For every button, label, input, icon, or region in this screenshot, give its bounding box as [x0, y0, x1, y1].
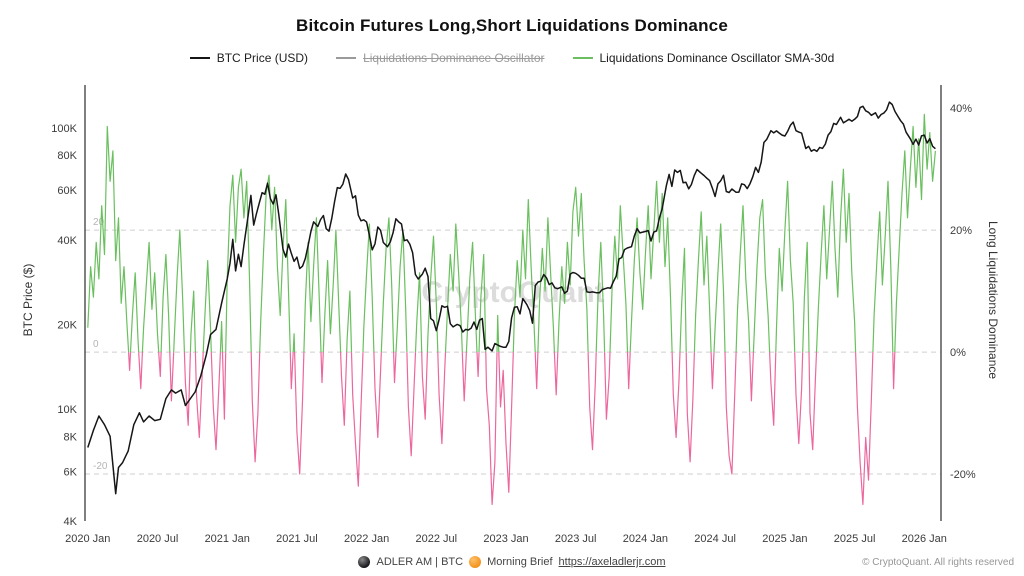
- footer-brief: Morning Brief: [487, 556, 553, 568]
- footer-link[interactable]: https://axeladlerjr.com: [558, 556, 666, 568]
- footer-brand: ADLER AM | BTC: [376, 556, 464, 568]
- svg-text:2023 Jan: 2023 Jan: [483, 533, 528, 545]
- svg-text:2020 Jul: 2020 Jul: [137, 533, 179, 545]
- legend-label-btc-price: BTC Price (USD): [216, 51, 309, 65]
- svg-text:20K: 20K: [57, 319, 77, 331]
- svg-text:40K: 40K: [57, 235, 77, 247]
- adler-logo-icon: [358, 556, 371, 568]
- svg-text:0: 0: [93, 339, 99, 350]
- svg-text:2026 Jan: 2026 Jan: [902, 533, 947, 545]
- chart-title: Bitcoin Futures Long,Short Liquidations …: [296, 16, 728, 35]
- svg-text:80K: 80K: [57, 150, 77, 162]
- legend-swatch-oscillator-icon: [336, 57, 357, 59]
- svg-text:2022 Jul: 2022 Jul: [416, 533, 458, 545]
- svg-text:10K: 10K: [57, 404, 77, 416]
- svg-text:2022 Jan: 2022 Jan: [344, 533, 389, 545]
- svg-text:2024 Jul: 2024 Jul: [694, 533, 736, 545]
- svg-text:8K: 8K: [64, 431, 78, 443]
- svg-text:100K: 100K: [51, 123, 77, 135]
- right-axis-ticks: 40% 20% 0% -20%: [950, 103, 976, 481]
- axis-lines: [84, 85, 942, 521]
- left-axis-ticks: 100K 80K 60K 40K 20K 10K 8K 6K 4K: [51, 123, 77, 528]
- legend-label-oscillator: Liquidations Dominance Oscillator: [363, 51, 545, 65]
- svg-text:2025 Jul: 2025 Jul: [834, 533, 876, 545]
- svg-text:-20%: -20%: [950, 469, 976, 481]
- svg-text:40%: 40%: [950, 103, 972, 115]
- svg-text:2024 Jan: 2024 Jan: [623, 533, 668, 545]
- svg-text:2020 Jan: 2020 Jan: [65, 533, 110, 545]
- svg-text:6K: 6K: [64, 467, 78, 479]
- legend: BTC Price (USD) Liquidations Dominance O…: [0, 51, 1024, 65]
- copyright: © CryptoQuant. All rights reserved: [862, 557, 1014, 568]
- legend-swatch-btc-price-icon: [189, 57, 210, 59]
- svg-text:20: 20: [93, 217, 105, 228]
- legend-label-oscillator-sma: Liquidations Dominance Oscillator SMA-30…: [599, 51, 835, 65]
- svg-text:2021 Jul: 2021 Jul: [276, 533, 318, 545]
- bitcoin-icon: [469, 556, 482, 568]
- svg-text:-20: -20: [93, 461, 108, 472]
- svg-text:0%: 0%: [950, 347, 966, 359]
- oscillator-sma-line: [87, 113, 936, 506]
- legend-swatch-oscillator-sma-icon: [572, 57, 593, 59]
- svg-text:20%: 20%: [950, 225, 972, 237]
- legend-item-btc-price[interactable]: BTC Price (USD): [189, 51, 309, 65]
- footer: ADLER AM | BTC Morning Brief https://axe…: [0, 556, 1024, 568]
- legend-item-oscillator[interactable]: Liquidations Dominance Oscillator: [336, 51, 545, 65]
- svg-text:4K: 4K: [64, 516, 78, 528]
- legend-item-oscillator-sma[interactable]: Liquidations Dominance Oscillator SMA-30…: [572, 51, 835, 65]
- svg-text:60K: 60K: [57, 185, 77, 197]
- x-axis-ticks: 2020 Jan 2020 Jul 2021 Jan 2021 Jul 2022 Jan…: [65, 533, 947, 545]
- svg-text:2023 Jul: 2023 Jul: [555, 533, 597, 545]
- btc-price-line: [87, 101, 936, 495]
- svg-text:2025 Jan: 2025 Jan: [762, 533, 807, 545]
- svg-text:2021 Jan: 2021 Jan: [205, 533, 250, 545]
